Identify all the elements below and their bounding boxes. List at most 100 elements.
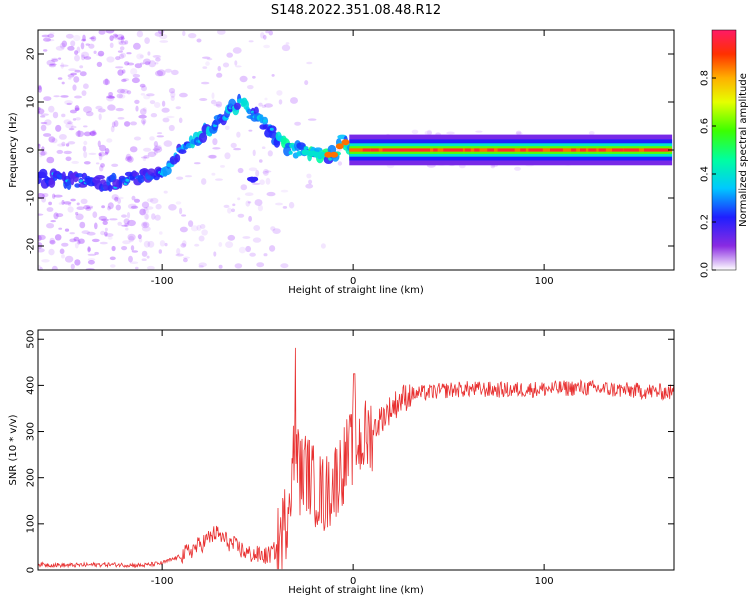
noise-speckle bbox=[99, 144, 107, 152]
noise-speckle bbox=[110, 264, 116, 268]
colorbar-tick-label: 0.4 bbox=[700, 166, 711, 182]
noise-speckle bbox=[61, 113, 66, 118]
spectral-peak bbox=[297, 152, 302, 155]
spectral-peak bbox=[341, 139, 350, 146]
noise-speckle bbox=[141, 201, 150, 209]
noise-speckle bbox=[65, 143, 70, 147]
noise-speckle bbox=[48, 248, 55, 256]
noise-speckle bbox=[65, 156, 72, 162]
noise-speckle bbox=[262, 168, 269, 176]
noise-speckle bbox=[234, 60, 238, 66]
noise-speckle bbox=[120, 52, 126, 58]
spectral-peak bbox=[330, 151, 338, 158]
noise-speckle bbox=[82, 34, 86, 42]
noise-speckle bbox=[75, 130, 85, 137]
noise-speckle bbox=[117, 117, 125, 120]
noise-speckle bbox=[70, 40, 76, 47]
noise-speckle bbox=[92, 129, 96, 135]
noise-speckle bbox=[80, 42, 85, 50]
noise-speckle bbox=[58, 227, 63, 230]
noise-speckle bbox=[124, 121, 131, 127]
noise-speckle bbox=[115, 56, 121, 61]
noise-speckle bbox=[207, 155, 217, 159]
noise-speckle bbox=[38, 265, 42, 270]
noise-speckle bbox=[93, 50, 97, 54]
noise-speckle bbox=[130, 121, 137, 126]
noise-speckle bbox=[153, 150, 158, 155]
noise-speckle bbox=[140, 93, 146, 96]
noise-speckle bbox=[117, 198, 121, 204]
noise-speckle bbox=[182, 30, 186, 37]
noise-speckle bbox=[60, 62, 64, 69]
noise-speckle bbox=[163, 140, 173, 147]
noise-speckle bbox=[215, 101, 223, 108]
noise-speckle bbox=[97, 108, 106, 113]
noise-speckle bbox=[150, 113, 158, 118]
noise-speckle bbox=[146, 198, 154, 203]
noise-speckle bbox=[89, 131, 97, 136]
noise-speckle bbox=[85, 43, 90, 46]
noise-speckle bbox=[128, 235, 135, 243]
tone-peak bbox=[588, 148, 597, 152]
noise-speckle bbox=[134, 198, 140, 203]
noise-speckle bbox=[79, 71, 87, 77]
noise-speckle bbox=[61, 81, 65, 85]
noise-speckle bbox=[43, 49, 48, 52]
spectral-peak bbox=[79, 179, 83, 183]
noise-speckle bbox=[168, 87, 176, 94]
noise-speckle bbox=[248, 215, 253, 222]
noise-speckle bbox=[47, 33, 55, 39]
noise-speckle bbox=[261, 146, 266, 149]
noise-speckle bbox=[180, 243, 187, 248]
y-tick-label: 0 bbox=[26, 147, 37, 153]
noise-speckle bbox=[164, 68, 172, 73]
noise-speckle bbox=[64, 228, 70, 232]
y-tick-label: 20 bbox=[26, 48, 37, 61]
noise-speckle bbox=[251, 182, 261, 185]
noise-speckle bbox=[124, 223, 129, 228]
spectral-blob bbox=[178, 149, 187, 155]
noise-speckle bbox=[143, 58, 151, 65]
noise-speckle bbox=[264, 170, 272, 173]
tone-peak bbox=[443, 148, 455, 152]
noise-speckle bbox=[46, 59, 56, 66]
noise-speckle bbox=[248, 40, 254, 43]
noise-speckle bbox=[76, 202, 80, 206]
noise-speckle bbox=[121, 78, 127, 83]
noise-speckle bbox=[116, 196, 124, 200]
noise-speckle bbox=[225, 125, 230, 131]
noise-speckle bbox=[123, 218, 130, 225]
noise-speckle bbox=[115, 107, 124, 112]
noise-speckle bbox=[98, 153, 103, 161]
noise-speckle bbox=[106, 56, 115, 63]
noise-speckle bbox=[109, 256, 116, 261]
noise-speckle bbox=[83, 205, 91, 210]
noise-speckle bbox=[81, 54, 85, 61]
noise-speckle bbox=[107, 104, 116, 111]
spectral-peak bbox=[324, 151, 333, 158]
noise-speckle bbox=[516, 130, 522, 135]
noise-speckle bbox=[41, 34, 50, 38]
noise-speckle bbox=[57, 77, 63, 80]
noise-speckle bbox=[147, 265, 155, 270]
noise-speckle bbox=[130, 68, 138, 75]
noise-speckle bbox=[158, 249, 162, 254]
noise-speckle bbox=[245, 245, 251, 253]
snr-x-label: Height of straight line (km) bbox=[288, 585, 424, 596]
noise-speckle bbox=[337, 161, 343, 166]
noise-speckle bbox=[74, 242, 79, 249]
noise-speckle bbox=[236, 131, 241, 138]
noise-speckle bbox=[138, 237, 143, 243]
noise-speckle bbox=[141, 226, 151, 232]
noise-speckle bbox=[104, 78, 109, 85]
noise-speckle bbox=[40, 151, 46, 156]
noise-speckle bbox=[74, 95, 82, 99]
noise-speckle bbox=[159, 40, 169, 43]
spectral-blob bbox=[247, 177, 253, 181]
noise-speckle bbox=[48, 105, 55, 113]
noise-speckle bbox=[68, 77, 72, 80]
noise-speckle bbox=[121, 224, 128, 227]
noise-speckle bbox=[168, 204, 177, 211]
